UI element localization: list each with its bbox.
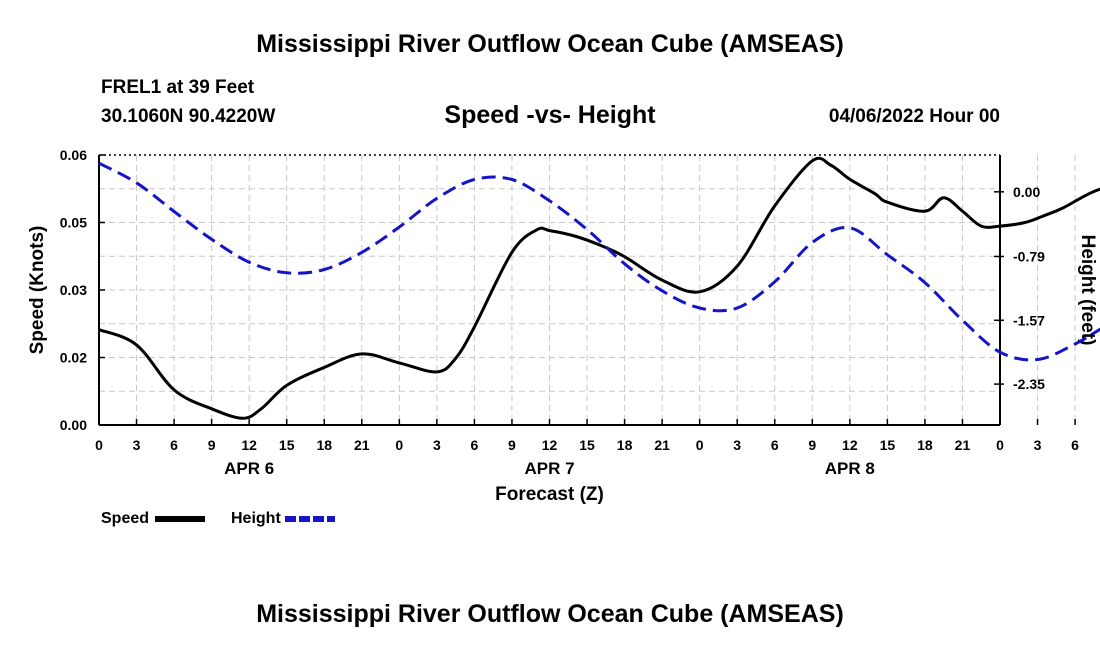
x-tick-label: 9 (808, 437, 816, 453)
x-tick-label: 9 (208, 437, 216, 453)
x-tick-label: 3 (433, 437, 441, 453)
x-tick-label: 0 (996, 437, 1004, 453)
y-tick-label: 0.03 (60, 282, 87, 298)
legend-speed: Speed (101, 510, 206, 528)
station-coordinates: 30.1060N 90.4220W (101, 106, 276, 127)
series-line-speed (98, 156, 1100, 420)
x-tick-label: 15 (880, 437, 896, 453)
x-tick-label: 6 (170, 437, 178, 453)
x-tick-label: 18 (917, 437, 933, 453)
legend-speed-swatch (155, 515, 206, 522)
forecast-date: 04/06/2022 Hour 00 (828, 106, 1000, 127)
x-tick-label: 21 (654, 437, 670, 453)
y2-tick-label: 0.00 (1013, 184, 1040, 200)
x-tick-label: 12 (542, 437, 558, 453)
speed-height-chart: 0369121518210369121518210369121518210369… (27, 147, 1100, 505)
x-tick-label: 18 (316, 437, 332, 453)
x-day-label: APR 7 (524, 459, 574, 478)
series-line-height (98, 161, 1100, 362)
x-day-label: APR 6 (224, 459, 274, 478)
x-tick-label: 6 (471, 437, 479, 453)
x-tick-label: 0 (395, 437, 403, 453)
grid (99, 155, 1076, 425)
x-tick-label: 9 (508, 437, 516, 453)
x-day-label: APR 8 (825, 459, 875, 478)
x-tick-label: 0 (696, 437, 704, 453)
chart-title: Mississippi River Outflow Ocean Cube (AM… (256, 30, 844, 58)
x-tick-label: 12 (842, 437, 858, 453)
x-tick-label: 21 (354, 437, 370, 453)
legend-speed-label: Speed (101, 510, 150, 527)
chart-subtitle: Speed -vs- Height (444, 101, 656, 129)
legend-height: Height (231, 510, 336, 528)
y-tick-label: 0.06 (60, 147, 87, 163)
y-tick-label: 0.00 (60, 417, 87, 433)
y2-tick-label: -0.79 (1013, 248, 1045, 264)
x-tick-label: 6 (1071, 437, 1079, 453)
x-tick-label: 12 (241, 437, 257, 453)
x-tick-label: 0 (95, 437, 103, 453)
x-axis-title: Forecast (Z) (495, 484, 604, 505)
y-tick-label: 0.02 (60, 350, 87, 366)
y2-tick-label: -2.35 (1013, 376, 1045, 392)
footer-title: Mississippi River Outflow Ocean Cube (AM… (256, 600, 844, 628)
x-tick-label: 15 (579, 437, 595, 453)
y2-tick-label: -1.57 (1013, 312, 1045, 328)
x-tick-label: 15 (279, 437, 295, 453)
x-tick-label: 3 (1034, 437, 1042, 453)
station-name: FREL1 at 39 Feet (101, 77, 255, 98)
x-tick-label: 3 (133, 437, 141, 453)
x-tick-label: 6 (771, 437, 779, 453)
x-tick-label: 21 (955, 437, 971, 453)
x-tick-label: 18 (617, 437, 633, 453)
x-tick-label: 3 (733, 437, 741, 453)
y-tick-label: 0.05 (60, 215, 87, 231)
y-axis-title: Speed (Knots) (27, 226, 48, 355)
legend-height-swatch (285, 515, 336, 522)
y2-axis-title: Height (feet) (1077, 235, 1098, 346)
legend-height-label: Height (231, 510, 281, 527)
